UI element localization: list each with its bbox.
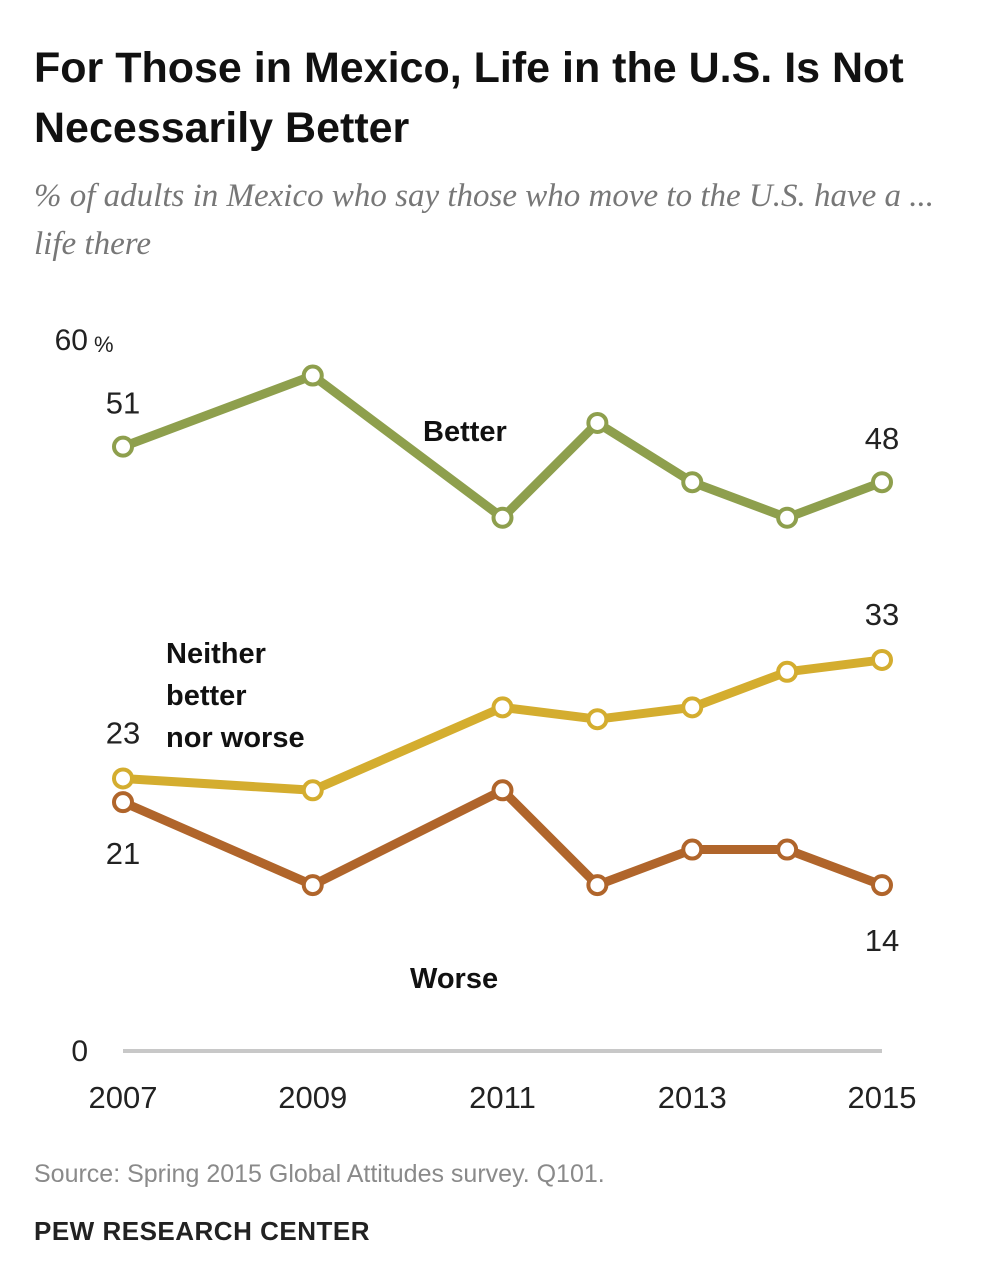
y-tick-unit: % [94, 332, 114, 357]
data-point-neither-better-nor-worse [586, 708, 609, 731]
data-point-worse [871, 874, 893, 897]
x-tick-label: 2015 [848, 1080, 917, 1115]
data-point-better [301, 364, 324, 387]
brand-name: PEW RESEARCH CENTER [34, 1216, 370, 1246]
series-label-better: Better [423, 416, 507, 448]
data-point-neither-better-nor-worse [112, 767, 134, 790]
chart-subtitle: % of adults in Mexico who say those who … [34, 178, 935, 262]
data-label: 33 [865, 597, 899, 632]
data-point-neither-better-nor-worse [301, 779, 324, 802]
data-point-worse [586, 874, 609, 897]
data-point-better [112, 435, 134, 458]
data-point-worse [681, 838, 704, 861]
x-tick-label: 2009 [278, 1080, 347, 1115]
y-tick-label: 60 [55, 324, 88, 357]
data-point-better [871, 471, 893, 494]
data-point-better [776, 506, 799, 529]
series-label-neither: better [166, 680, 247, 712]
series-label-neither: Neither [166, 638, 266, 670]
data-label: 23 [106, 715, 140, 750]
data-point-worse [112, 791, 134, 814]
x-tick-label: 2011 [469, 1080, 536, 1115]
data-point-neither-better-nor-worse [776, 660, 799, 683]
data-point-neither-better-nor-worse [681, 696, 704, 719]
data-point-worse [301, 874, 324, 897]
series-line-worse [118, 785, 887, 890]
data-label: 21 [106, 836, 140, 871]
data-point-better [586, 411, 609, 434]
data-point-neither-better-nor-worse [491, 696, 514, 719]
y-tick-label: 0 [71, 1035, 88, 1068]
x-tick-label: 2013 [658, 1080, 727, 1115]
x-tick-label: 2007 [89, 1080, 158, 1115]
data-point-better [491, 506, 514, 529]
data-point-worse [776, 838, 799, 861]
chart-title: For Those in Mexico, Life in the U.S. Is… [34, 44, 904, 152]
data-label: 48 [865, 421, 899, 456]
data-point-better [681, 471, 704, 494]
data-label: 14 [865, 923, 899, 958]
data-point-worse [491, 779, 514, 802]
series-label-worse: Worse [410, 963, 498, 995]
series-label-neither: nor worse [166, 722, 305, 754]
data-label: 51 [106, 386, 140, 421]
data-point-neither-better-nor-worse [871, 648, 893, 671]
source-note: Source: Spring 2015 Global Attitudes sur… [34, 1160, 605, 1188]
